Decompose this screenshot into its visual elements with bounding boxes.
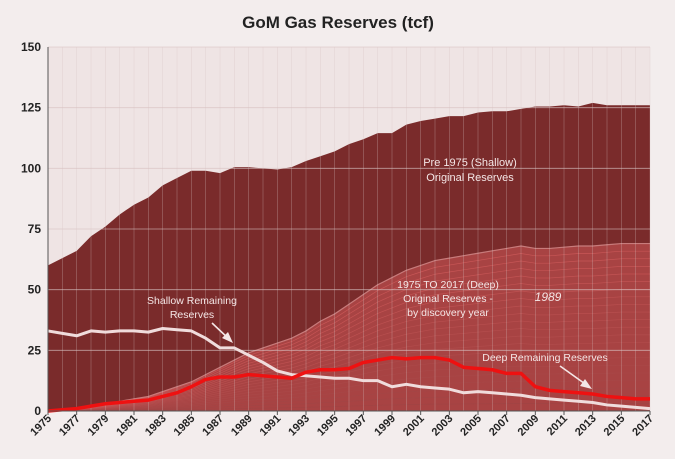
annotation-pre1975-line2: Original Reserves	[426, 172, 514, 184]
discovery-year-band	[47, 258, 650, 412]
x-tick-label: 2005	[458, 413, 484, 439]
annotation-year-1989: 1989	[535, 290, 562, 304]
y-tick-label: 50	[28, 283, 42, 297]
discovery-year-band	[47, 372, 650, 412]
x-tick-label: 2003	[430, 413, 456, 439]
annotation-deep-line3: by discovery year	[407, 307, 489, 319]
discovery-year-band	[47, 311, 650, 412]
chart-title: GoM Gas Reserves (tcf)	[242, 13, 434, 32]
annotation-shallow-remaining-line2: Reserves	[170, 309, 214, 321]
discovery-year-band	[47, 326, 650, 412]
area-deep-original	[48, 243, 650, 411]
y-tick-label: 0	[34, 404, 41, 418]
x-tick-label: 1985	[172, 413, 198, 439]
x-tick-label: 2009	[516, 413, 542, 439]
x-tick-label: 1993	[286, 413, 312, 439]
discovery-year-band	[47, 349, 650, 412]
x-tick-label: 1997	[344, 413, 370, 439]
x-tick-label: 2011	[545, 413, 570, 438]
x-tick-label: 1989	[229, 413, 255, 439]
deep-original-top-edge	[47, 242, 650, 412]
x-tick-label: 1987	[200, 413, 226, 439]
annotation-shallow-remaining-line1: Shallow Remaining	[147, 295, 237, 307]
x-tick-label: 2013	[573, 413, 599, 439]
annotation-pre1975-line1: Pre 1975 (Shallow)	[423, 157, 517, 169]
x-tick-label: 2001	[401, 413, 427, 439]
annotation-deep-line2: Original Reserves -	[403, 293, 493, 305]
discovery-year-band	[47, 403, 650, 412]
x-tick-label: 1999	[372, 413, 398, 439]
x-tick-label: 1981	[114, 413, 140, 439]
x-tick-label: 2017	[630, 413, 656, 439]
annotation-deep-remaining: Deep Remaining Reserves	[482, 352, 607, 364]
y-tick-label: 100	[21, 161, 41, 175]
x-tick-label: 1977	[57, 413, 83, 439]
x-tick-label: 1983	[143, 413, 169, 439]
arrowhead-deep-remaining	[580, 379, 592, 389]
x-tick-label: 1979	[86, 413, 112, 439]
arrowhead-shallow-remaining	[222, 332, 233, 343]
discovery-year-band	[47, 250, 650, 412]
annotation-deep-line1: 1975 TO 2017 (Deep)	[397, 279, 499, 291]
plot-area: 0 25 50 75 100 125 150 1975 1977 1979 1981 1983 1985…	[21, 40, 656, 438]
discovery-year-band	[47, 319, 650, 412]
discovery-year-band	[47, 395, 650, 412]
y-tick-label: 25	[28, 343, 42, 357]
x-tick-label: 1991	[258, 413, 284, 439]
line-deep-remaining	[47, 355, 650, 413]
y-tick-label: 125	[21, 101, 41, 115]
x-tick-label: 1995	[315, 413, 341, 439]
y-tick-label: 150	[21, 40, 41, 54]
x-tick-label: 2007	[487, 413, 513, 439]
y-tick-label: 75	[28, 222, 42, 236]
discovery-year-band	[47, 380, 650, 412]
discovery-year-band	[47, 364, 650, 412]
line-shallow-remaining	[47, 326, 651, 411]
x-tick-label: 1975	[28, 413, 54, 439]
x-tick-label: 2015	[602, 413, 628, 439]
discovery-year-band	[47, 334, 650, 412]
